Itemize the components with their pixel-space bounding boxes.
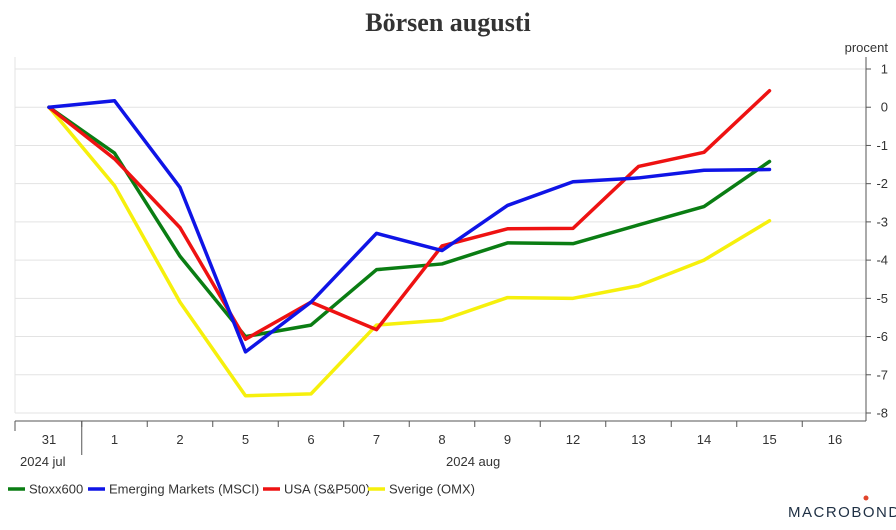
legend-label: Sverige (OMX) (389, 482, 475, 497)
brand-dot-icon (863, 495, 869, 501)
x-tick-label: 14 (697, 432, 711, 447)
x-tick-label: 13 (631, 432, 645, 447)
series-lines (47, 89, 772, 398)
y-tick-label: -6 (876, 329, 888, 344)
legend: Stoxx600 Emerging Markets (MSCI) USA (S&P5… (8, 482, 475, 497)
x-tick-label: 7 (373, 432, 380, 447)
x-tick-label: 5 (242, 432, 249, 447)
x-tick-labels: 31 1 2 5 6 7 8 9 12 13 14 15 16 (42, 432, 842, 447)
y-tick-label: 1 (881, 62, 888, 77)
chart-title: Börsen augusti (365, 8, 531, 37)
x-tick-label: 16 (828, 432, 842, 447)
y-tick-label: -3 (876, 214, 888, 229)
x-tick-label: 2 (176, 432, 183, 447)
legend-label: USA (S&P500) (284, 482, 370, 497)
y-unit-label: procent (845, 40, 889, 55)
brand-text: MACROBOND (788, 504, 896, 521)
axes (14, 57, 871, 455)
y-tick-label: -5 (876, 291, 888, 306)
y-tick-label: 0 (881, 100, 888, 115)
legend-label: Stoxx600 (29, 482, 83, 497)
y-tick-label: -8 (876, 406, 888, 421)
gridlines (15, 68, 866, 414)
y-tick-label: -2 (876, 176, 888, 191)
y-tick-label: -1 (876, 138, 888, 153)
series-line-3 (47, 105, 772, 398)
x-tick-label: 1 (111, 432, 118, 447)
x-tick-label: 8 (438, 432, 445, 447)
macrobond-logo: MACROBOND (788, 495, 896, 521)
x-tick-label: 12 (566, 432, 580, 447)
y-tick-labels: 1 0 -1 -2 -3 -4 -5 -6 -7 -8 (876, 62, 888, 421)
x-tick-label: 15 (762, 432, 776, 447)
x-tick-label: 6 (307, 432, 314, 447)
x-tick-label: 9 (504, 432, 511, 447)
series-line-1 (47, 98, 772, 354)
y-tick-label: -4 (876, 253, 888, 268)
period-label-jul: 2024 jul (20, 454, 66, 469)
y-tick-label: -7 (876, 367, 888, 382)
series-line-2 (47, 89, 772, 341)
series-line-0 (47, 105, 772, 339)
period-label-aug: 2024 aug (446, 454, 500, 469)
x-tick-label: 31 (42, 432, 56, 447)
legend-label: Emerging Markets (MSCI) (109, 482, 259, 497)
